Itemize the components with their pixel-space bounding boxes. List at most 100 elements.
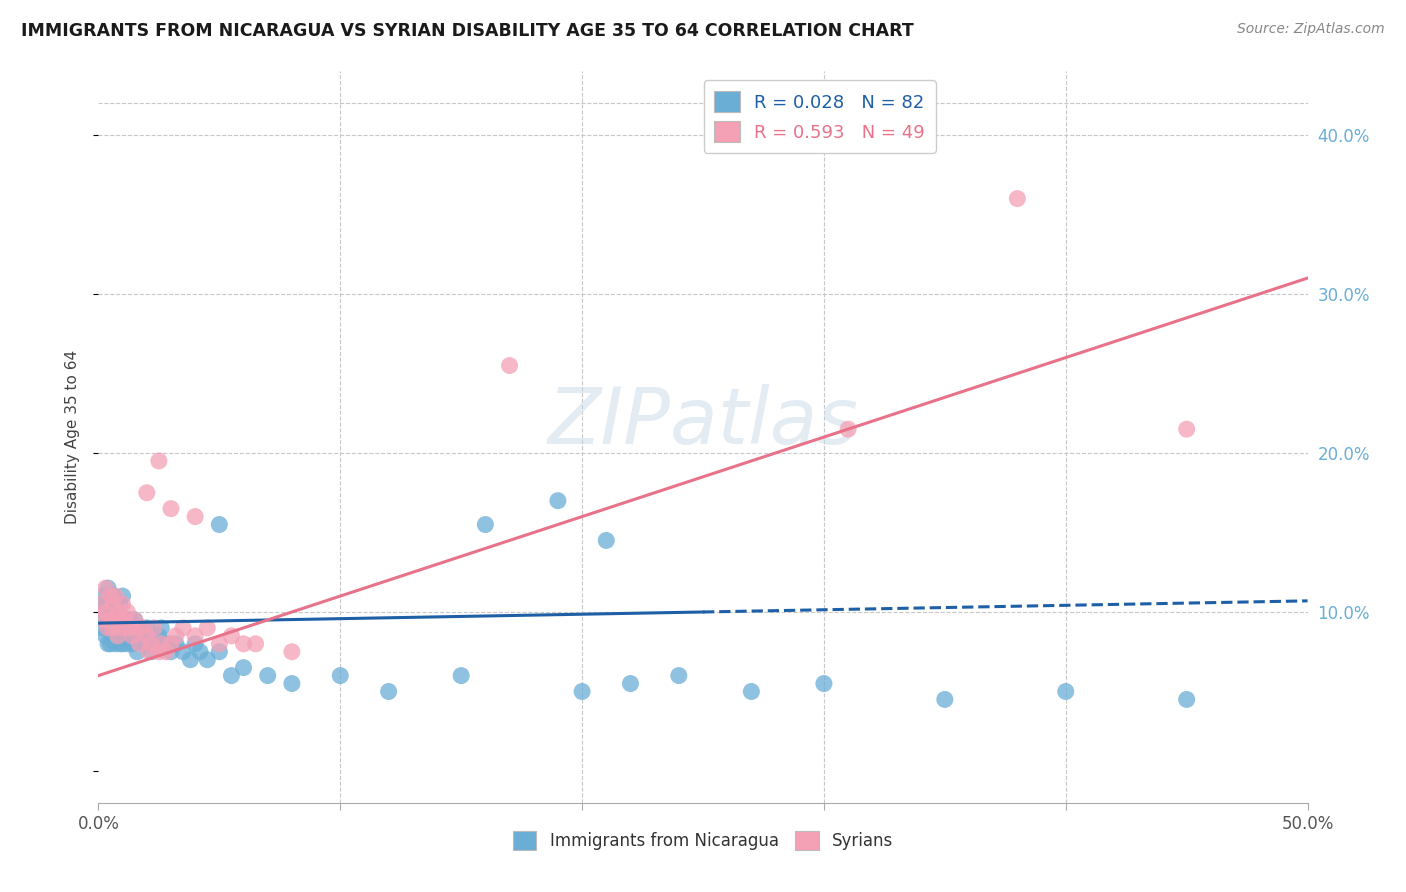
Point (114, 613, 136, 627)
Point (135, 485, 157, 500)
Point (172, 621, 194, 635)
Point (498, 359, 520, 373)
Point (117, 621, 139, 635)
Point (101, 605, 124, 619)
Point (172, 645, 194, 659)
Point (138, 645, 160, 659)
Point (595, 533, 617, 548)
Point (90, 605, 112, 619)
Point (195, 653, 218, 667)
Point (108, 597, 131, 611)
Point (97, 621, 120, 635)
Point (118, 621, 141, 635)
Point (100, 597, 122, 611)
Point (104, 621, 127, 635)
Point (111, 621, 134, 635)
Point (124, 629, 146, 643)
Point (104, 637, 127, 651)
Point (101, 613, 124, 627)
Point (141, 645, 163, 659)
Point (111, 589, 134, 603)
Point (160, 637, 183, 651)
Point (100, 589, 122, 603)
Point (121, 637, 143, 651)
Point (134, 637, 156, 651)
Point (165, 637, 187, 651)
Point (148, 454, 170, 468)
Point (184, 637, 207, 651)
Point (208, 517, 231, 532)
Point (138, 637, 160, 651)
Point (148, 629, 170, 643)
Point (100, 613, 122, 627)
Point (232, 660, 254, 674)
Text: Source: ZipAtlas.com: Source: ZipAtlas.com (1237, 22, 1385, 37)
Point (127, 621, 149, 635)
Point (118, 629, 141, 643)
Y-axis label: Disability Age 35 to 64: Disability Age 35 to 64 (65, 350, 80, 524)
Point (179, 653, 201, 667)
Point (94, 597, 117, 611)
Point (104, 613, 127, 627)
Point (141, 637, 163, 651)
Point (97, 621, 120, 635)
Point (117, 613, 139, 627)
Point (108, 613, 131, 627)
Point (100, 613, 122, 627)
Point (117, 637, 139, 651)
Point (135, 629, 157, 643)
Point (329, 668, 352, 682)
Point (107, 605, 129, 619)
Point (150, 637, 173, 651)
Point (155, 637, 177, 651)
Point (740, 684, 762, 698)
Point (160, 501, 183, 516)
Point (547, 493, 569, 508)
Point (90, 597, 112, 611)
Point (111, 613, 134, 627)
Point (221, 629, 243, 643)
Point (111, 597, 134, 611)
Point (188, 645, 211, 659)
Point (668, 668, 690, 682)
Point (165, 629, 187, 643)
Point (184, 509, 207, 524)
Point (837, 422, 859, 436)
Point (155, 645, 177, 659)
Point (100, 637, 122, 651)
Point (474, 517, 496, 532)
Point (104, 589, 127, 603)
Point (1175, 422, 1198, 436)
Point (111, 621, 134, 635)
Point (150, 621, 173, 635)
Point (245, 637, 267, 651)
Point (208, 637, 231, 651)
Point (107, 629, 129, 643)
Point (571, 684, 593, 698)
Point (124, 613, 146, 627)
Point (101, 597, 124, 611)
Point (135, 621, 157, 635)
Point (127, 621, 149, 635)
Point (1175, 692, 1198, 706)
Point (450, 668, 472, 682)
Text: ZIPatlas: ZIPatlas (547, 384, 859, 460)
Point (813, 676, 835, 690)
Point (221, 668, 243, 682)
Point (148, 645, 170, 659)
Point (97, 581, 120, 595)
Point (107, 605, 129, 619)
Point (94, 629, 117, 643)
Point (117, 605, 139, 619)
Point (1054, 684, 1077, 698)
Point (128, 637, 150, 651)
Point (107, 613, 129, 627)
Point (101, 629, 124, 643)
Point (124, 613, 146, 627)
Point (97, 637, 120, 651)
Point (111, 637, 134, 651)
Point (107, 629, 129, 643)
Point (101, 621, 124, 635)
Point (131, 621, 153, 635)
Point (104, 597, 127, 611)
